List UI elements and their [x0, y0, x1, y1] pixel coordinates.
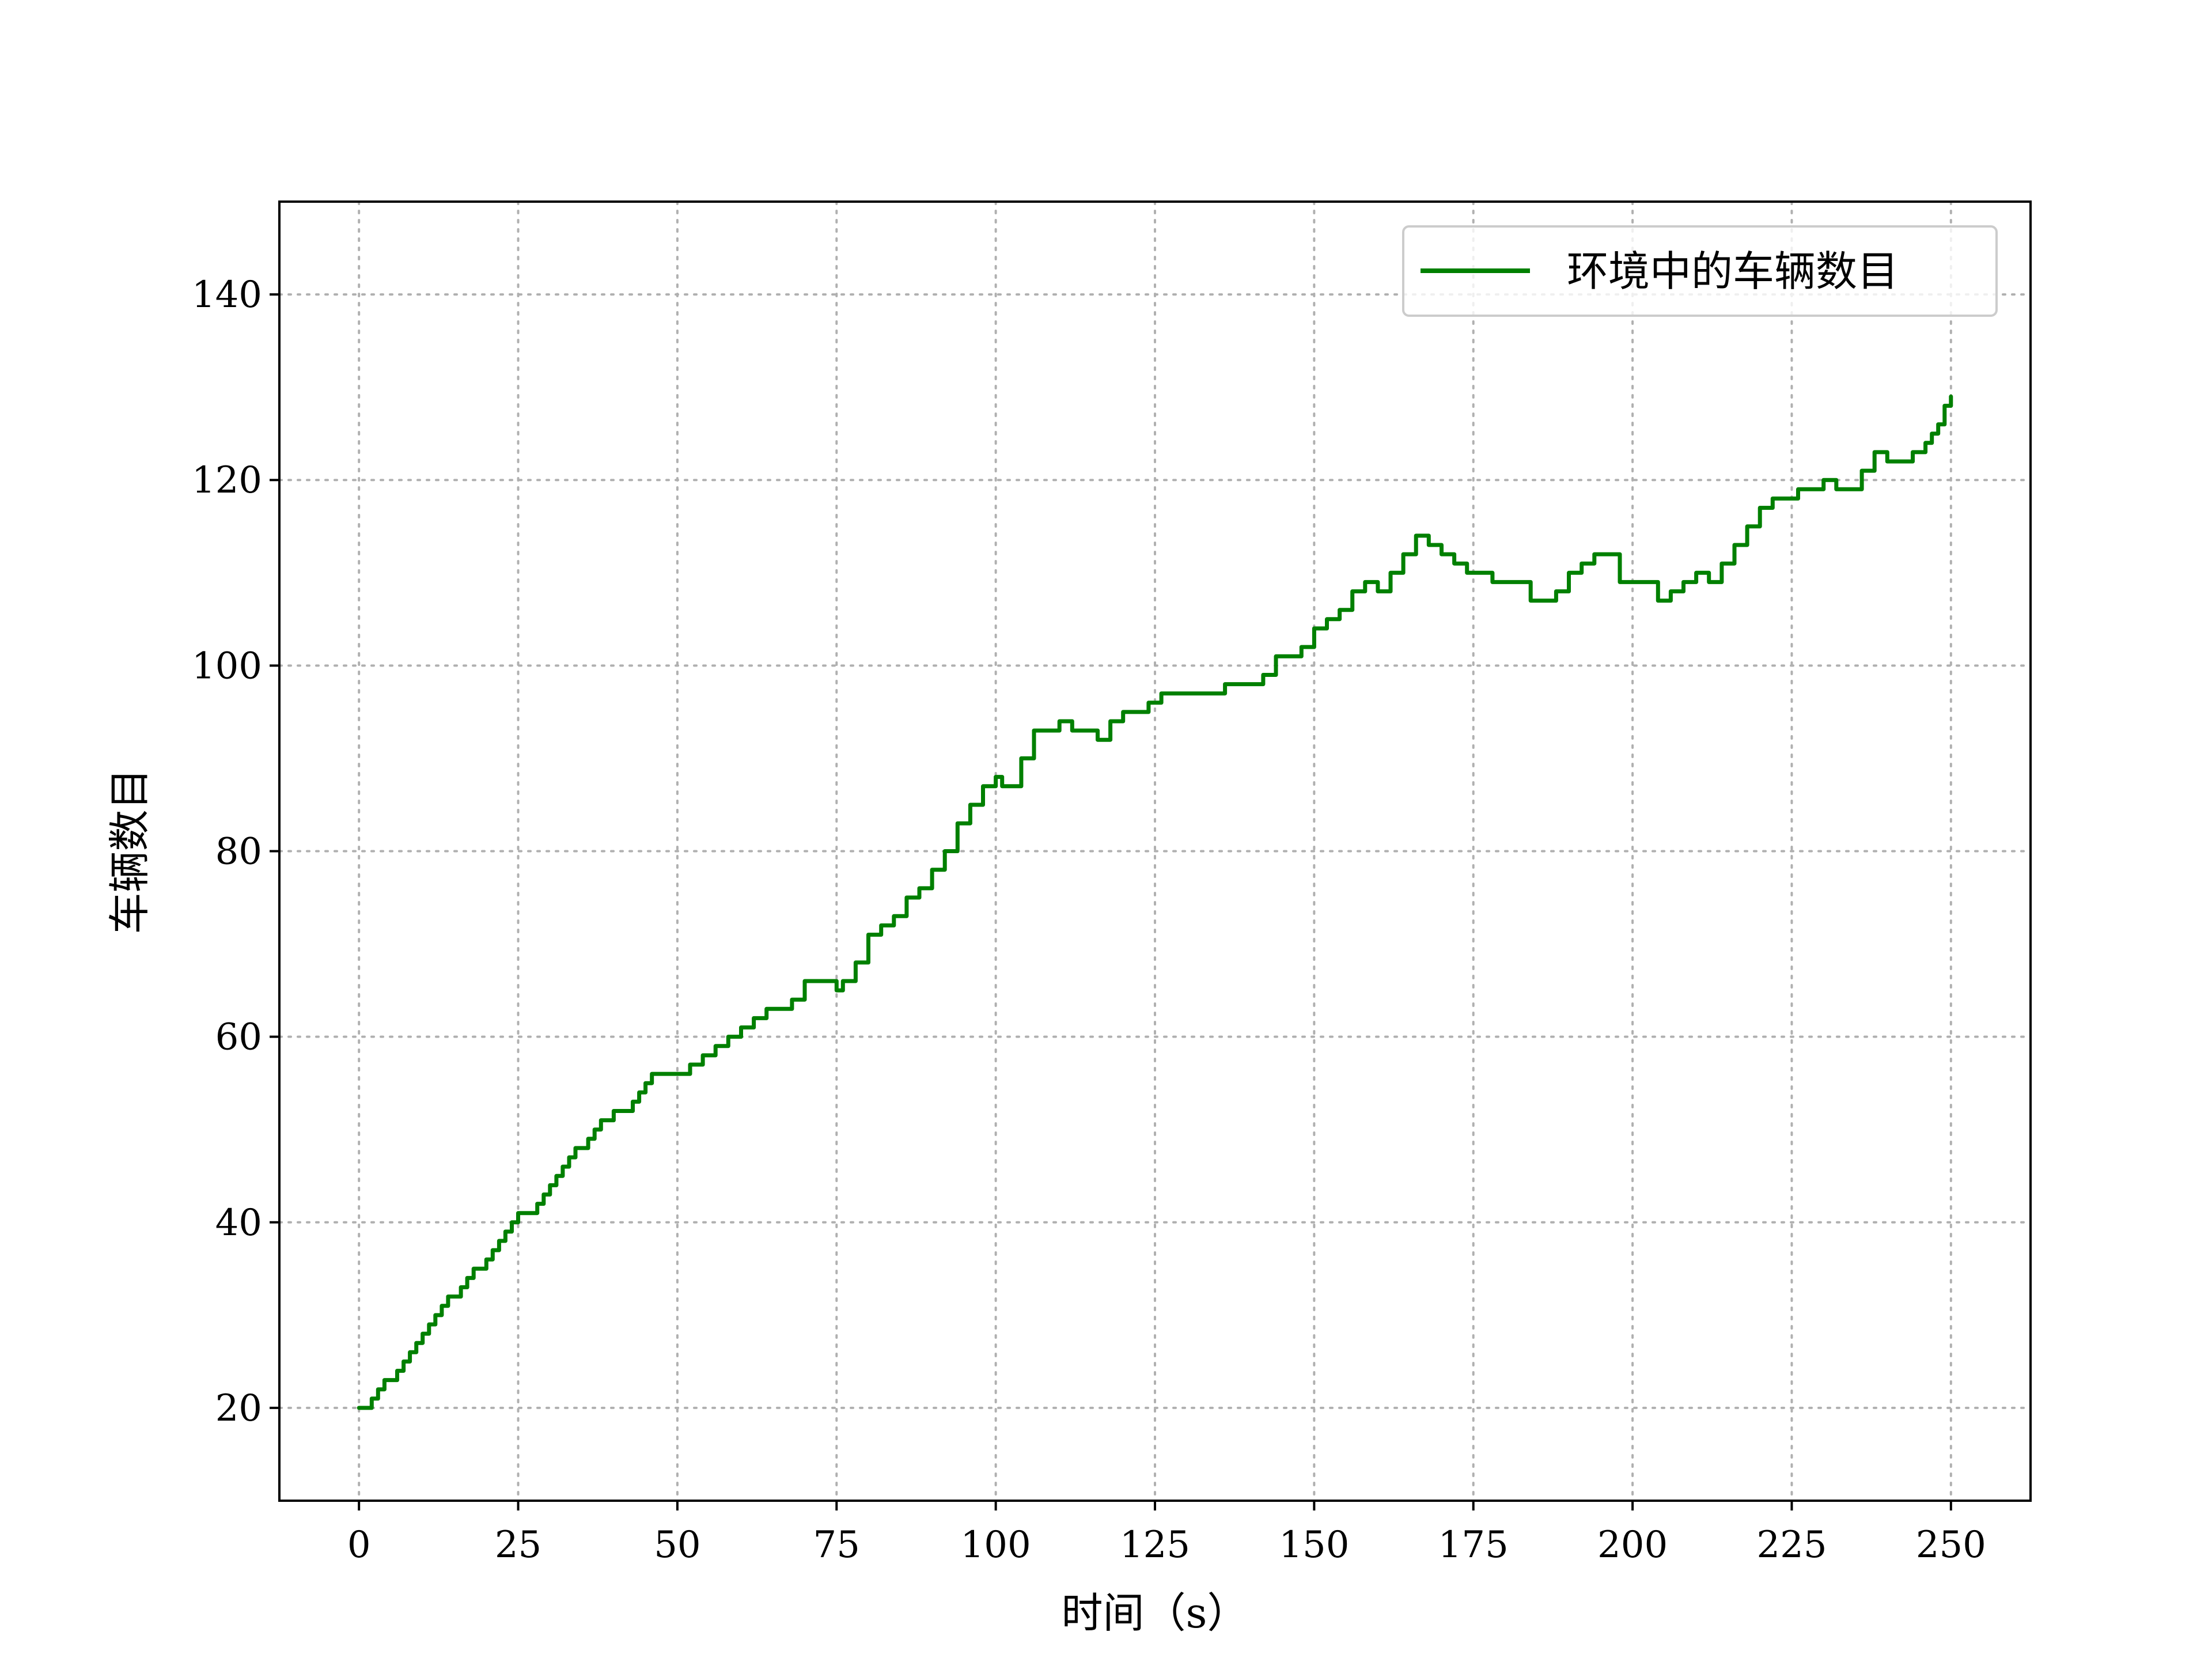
y-tick-label: 40	[215, 1202, 262, 1244]
series-line	[357, 394, 1953, 1410]
y-tick-label: 80	[215, 831, 262, 873]
x-tick-label: 50	[654, 1524, 700, 1566]
x-tick-label: 25	[495, 1524, 541, 1566]
y-tick-label: 60	[215, 1016, 262, 1059]
x-tick-label: 100	[961, 1524, 1031, 1566]
x-tick-label: 0	[347, 1524, 371, 1566]
x-tick-label: 200	[1597, 1524, 1668, 1566]
x-tick-label: 225	[1756, 1524, 1827, 1566]
y-tick-label: 140	[192, 274, 262, 316]
x-tick-label: 75	[813, 1524, 860, 1566]
legend-label: 环境中的车辆数目	[1567, 247, 1899, 296]
y-tick-label: 120	[192, 459, 262, 502]
legend: 环境中的车辆数目	[1402, 225, 1998, 317]
x-axis-title: 时间（s）	[1062, 1589, 1249, 1637]
series-layer	[357, 394, 1953, 1410]
x-tick-label: 125	[1120, 1524, 1190, 1566]
x-tick-label: 150	[1279, 1524, 1349, 1566]
grid	[278, 200, 2032, 1502]
x-tick-label: 250	[1916, 1524, 1986, 1566]
y-axis-title: 车辆数目	[105, 768, 154, 934]
x-tick-label: 175	[1438, 1524, 1509, 1566]
y-tick-label: 100	[192, 645, 262, 687]
y-tick-label: 20	[215, 1387, 262, 1430]
legend-box	[1402, 225, 1998, 317]
axis-ticks: 0 25 50 75 100 125 150 175 200 225 250 20 40 60 80 100 1…	[192, 274, 1986, 1566]
